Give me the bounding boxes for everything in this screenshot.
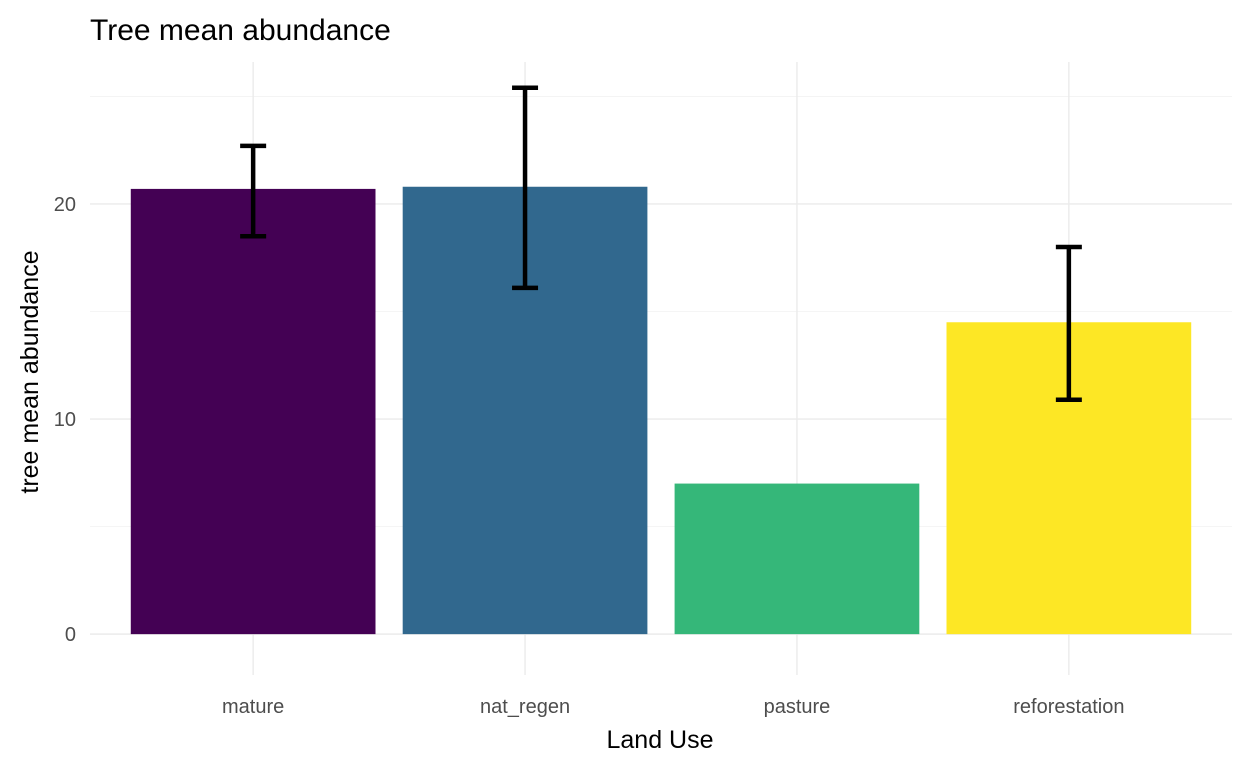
error-bars [240,85,1082,402]
x-tick-labels: mature nat_regen pasture reforestation [222,696,1124,718]
x-tick-label-reforestation: reforestation [1013,696,1124,718]
x-tick-label-nat_regen: nat_regen [480,696,570,718]
y-tick-label: 20 [54,194,76,216]
x-tick-label-mature: mature [222,696,284,718]
x-tick-label-pasture: pasture [764,696,831,718]
error-bar-mature [240,143,267,239]
y-tick-labels: 0 10 20 [54,194,76,646]
error-bar-nat_regen [512,85,539,291]
y-axis-title: tree mean abundance [16,250,44,493]
error-bar-reforestation [1055,244,1082,402]
bar-mature [130,188,376,635]
x-axis-title: Land Use [606,726,713,754]
bar-pasture [674,483,920,635]
y-tick-label: 0 [65,624,76,646]
bars [130,186,1192,635]
chart-title: Tree mean abundance [90,14,391,47]
y-tick-label: 10 [54,409,76,431]
